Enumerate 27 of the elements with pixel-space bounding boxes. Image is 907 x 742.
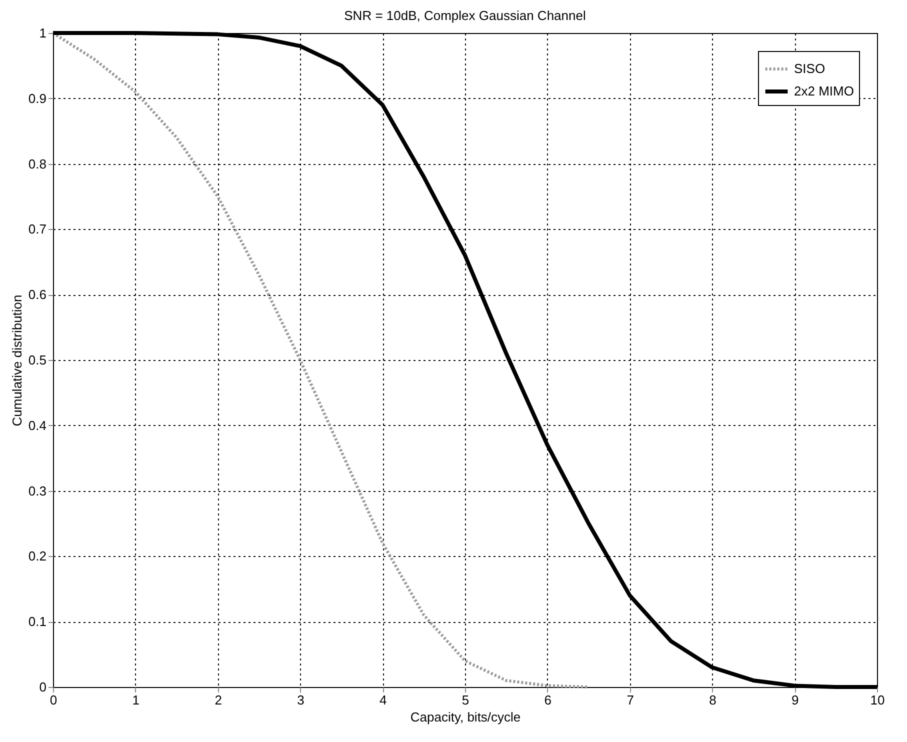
x-tick-label: 1: [132, 692, 140, 708]
x-tick-label: 5: [462, 692, 470, 708]
x-axis-title: Capacity, bits/cycle: [410, 710, 521, 724]
y-tick-label: 0.9: [28, 90, 46, 106]
x-tick-label: 7: [626, 692, 634, 708]
x-tick-label: 2: [214, 692, 222, 708]
legend-label: SISO: [794, 61, 826, 76]
y-tick-label: 0.4: [28, 418, 46, 433]
y-tick-label: 0.5: [28, 352, 46, 368]
y-tick-label: 0.1: [28, 614, 46, 630]
x-tick-label: 9: [791, 692, 799, 708]
x-tick-label: 0: [50, 692, 58, 708]
y-tick-label: 0.8: [28, 156, 46, 172]
x-tick-label: 4: [379, 692, 387, 708]
y-tick-label: 0.3: [28, 483, 46, 498]
y-tick-label: 0.7: [28, 222, 46, 237]
x-tick-label: 10: [870, 692, 885, 708]
x-tick-label: 6: [544, 692, 552, 708]
x-tick-label: 3: [297, 692, 304, 708]
y-tick-label: 1: [39, 26, 46, 40]
y-tick-label: 0.6: [28, 287, 46, 302]
y-tick-label: 0: [39, 680, 46, 694]
chart-title: SNR = 10dB, Complex Gaussian Channel: [344, 8, 586, 23]
legend-label: 2x2 MIMO: [794, 84, 854, 98]
y-tick-label: 0.2: [28, 548, 46, 564]
y-axis-title: Cumulative distribution: [9, 294, 24, 426]
x-tick-label: 8: [709, 692, 716, 708]
